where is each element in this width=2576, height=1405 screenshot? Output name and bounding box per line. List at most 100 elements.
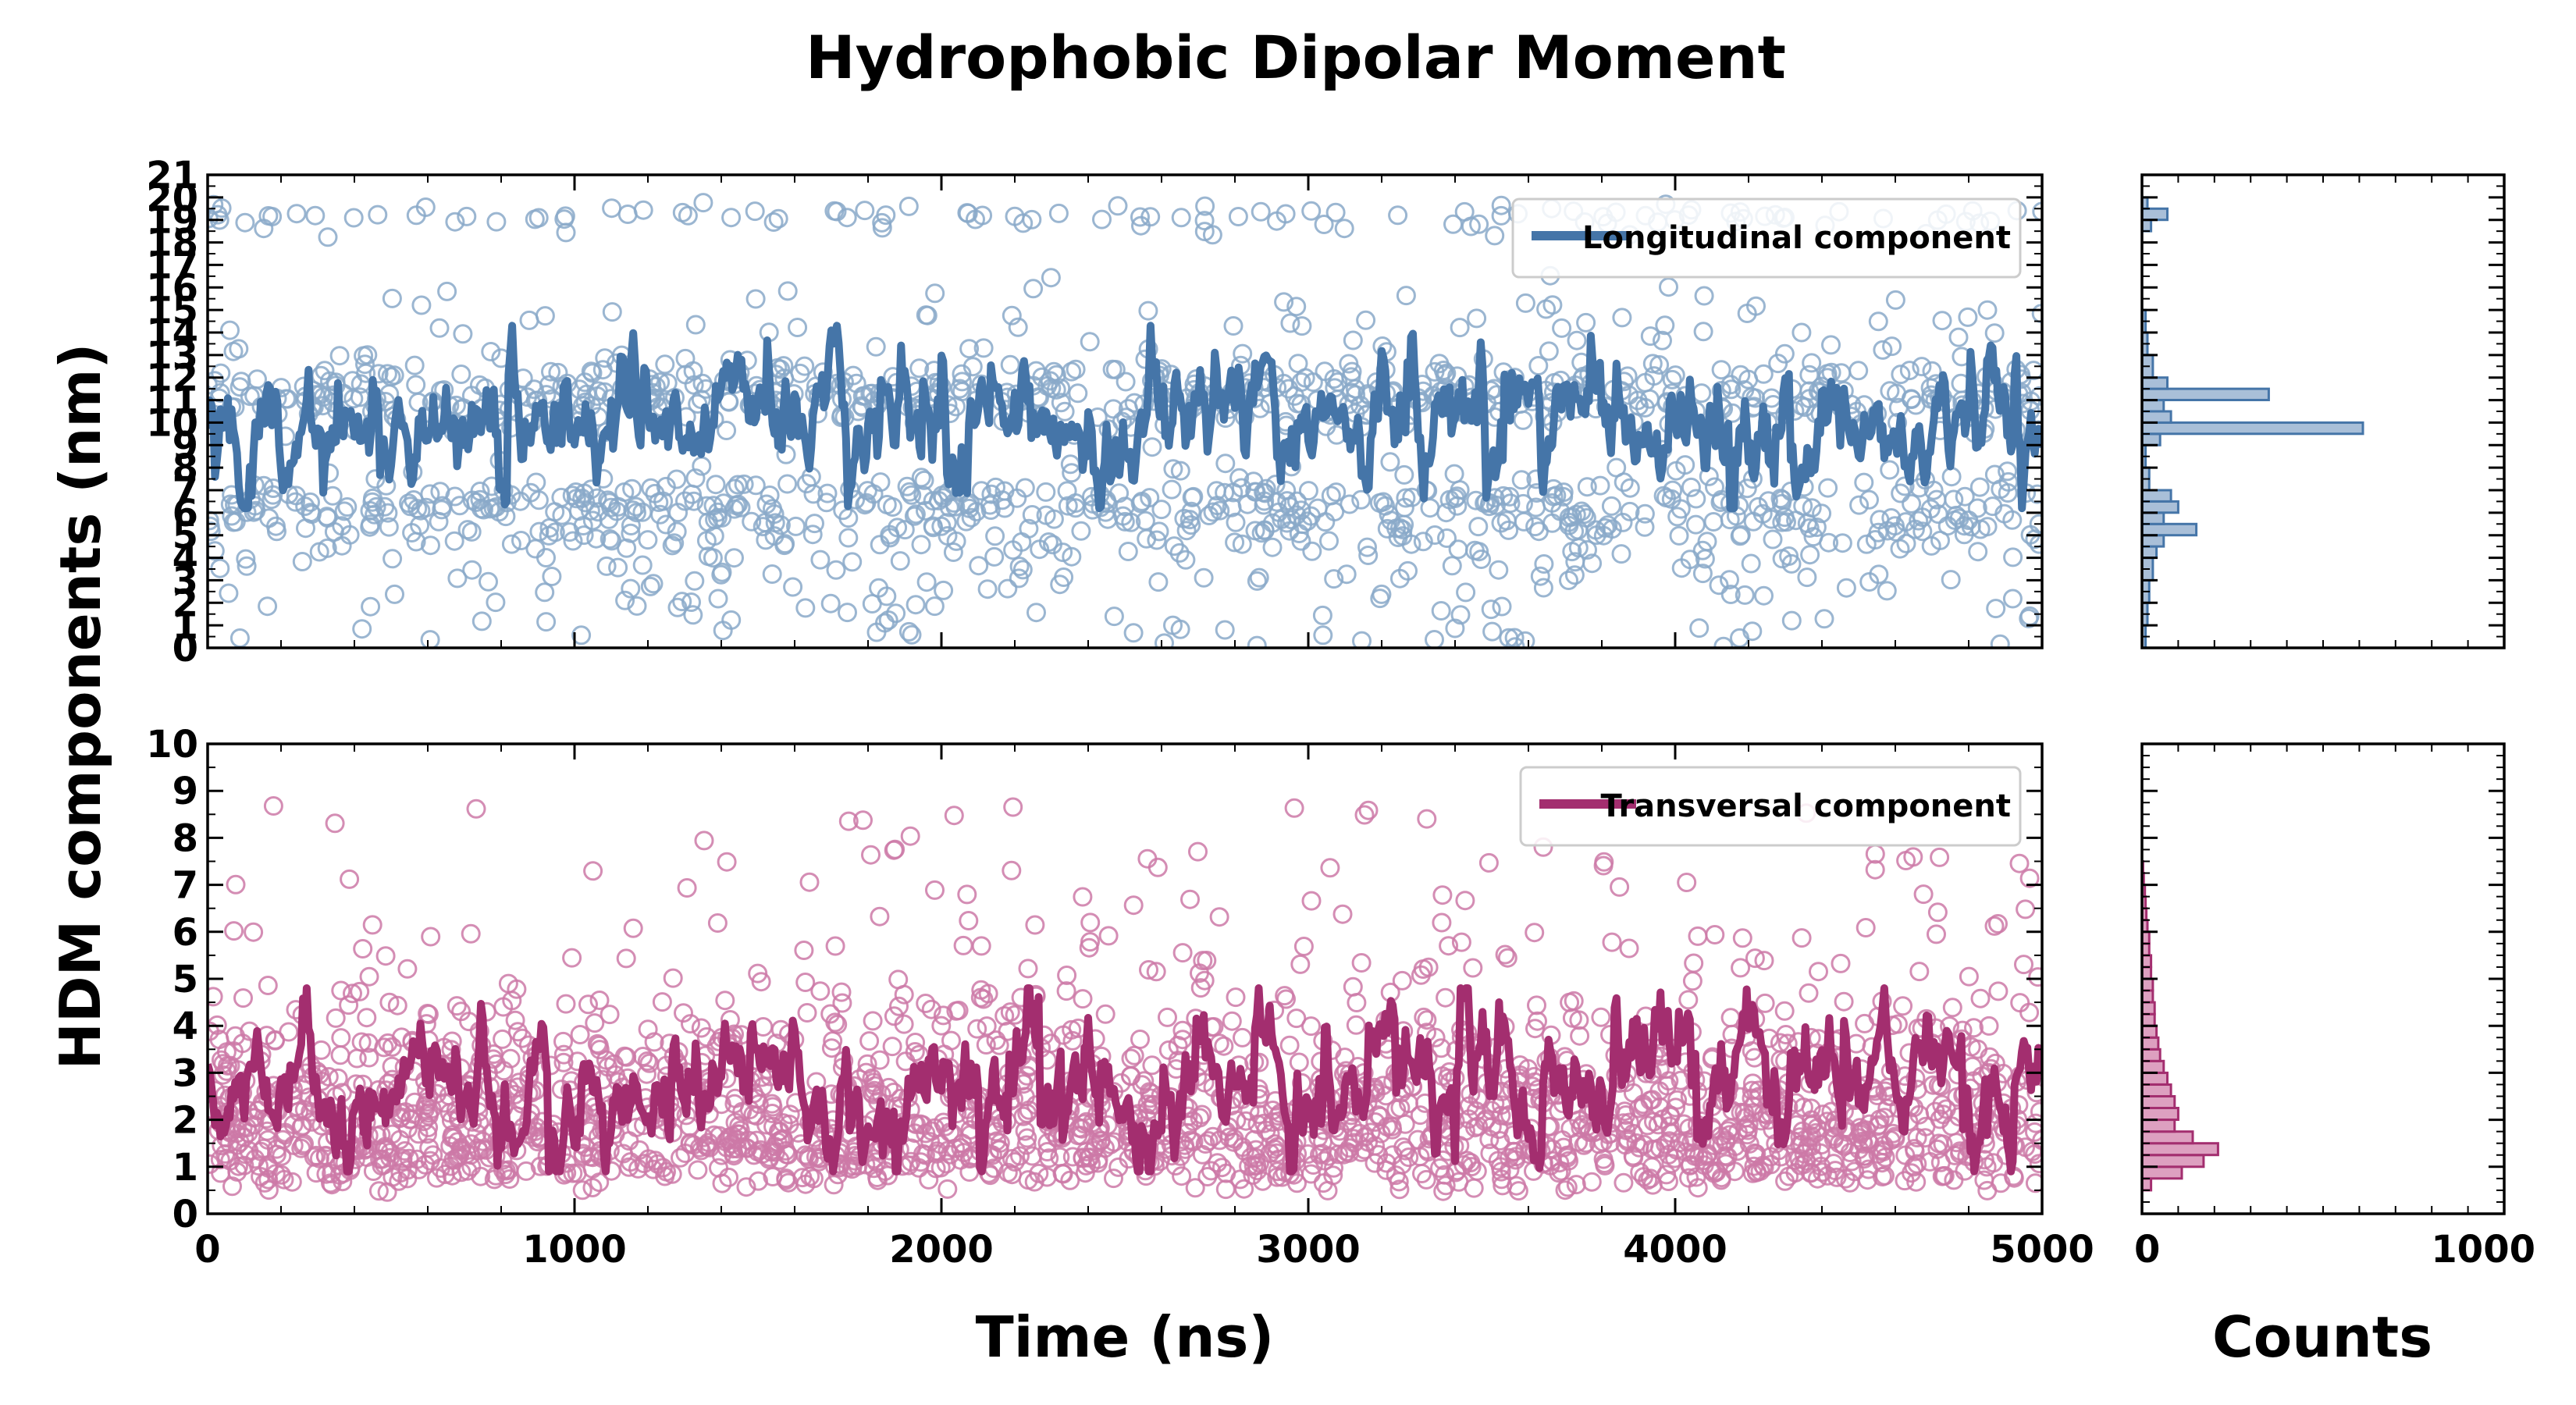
scatter-point-longitudinal xyxy=(842,552,863,572)
scatter-point-transversal xyxy=(1959,966,1979,987)
series-line-longitudinal xyxy=(208,322,2042,513)
scatter-point-longitudinal xyxy=(1066,359,1086,379)
scatter-point-longitudinal xyxy=(916,500,935,521)
scatter-point-transversal xyxy=(570,1025,590,1044)
scatter-point-longitudinal xyxy=(1429,354,1450,374)
scatter-point-longitudinal xyxy=(1705,477,1724,497)
scatter-point-transversal xyxy=(562,948,582,968)
scatter-point-longitudinal xyxy=(734,474,754,494)
scatter-point-transversal xyxy=(694,831,714,851)
scatter-point-longitudinal xyxy=(379,384,400,404)
scatter-point-longitudinal xyxy=(685,571,705,591)
scatter-point-longitudinal xyxy=(627,596,647,616)
scatter-point-transversal xyxy=(461,923,481,944)
scatter-point-longitudinal xyxy=(1244,471,1264,492)
scatter-point-transversal xyxy=(1301,1016,1321,1037)
scatter-point-longitudinal xyxy=(1012,560,1033,580)
scatter-point-longitudinal xyxy=(1223,316,1244,336)
scatter-point-longitudinal xyxy=(1401,534,1421,554)
scatter-point-longitudinal xyxy=(542,567,562,586)
scatter-point-longitudinal xyxy=(258,596,278,617)
scatter-point-longitudinal xyxy=(1492,596,1512,617)
scatter-point-transversal xyxy=(797,1003,817,1023)
scatter-point-longitudinal xyxy=(1055,401,1075,422)
scatter-point-longitudinal xyxy=(1468,517,1489,537)
scatter-point-longitudinal xyxy=(1162,479,1182,500)
scatter-point-transversal xyxy=(2025,1122,2042,1142)
scatter-point-longitudinal xyxy=(1781,610,1802,631)
y-tick-label-bottom: 7 xyxy=(173,864,198,908)
y-tick-label-top: 13 xyxy=(146,334,198,378)
scatter-point-longitudinal xyxy=(969,556,989,576)
scatter-point-longitudinal xyxy=(1195,196,1215,216)
scatter-point-longitudinal xyxy=(1902,389,1922,410)
scatter-point-transversal xyxy=(1382,1119,1403,1140)
scatter-point-longitudinal xyxy=(1693,322,1713,342)
scatter-point-longitudinal xyxy=(317,507,337,527)
scatter-point-longitudinal xyxy=(402,523,422,542)
scatter-point-longitudinal xyxy=(602,198,622,219)
scatter-point-longitudinal xyxy=(1761,509,1781,529)
scatter-point-longitudinal xyxy=(1370,589,1390,609)
scatter-point-longitudinal xyxy=(1443,214,1463,234)
scatter-point-longitudinal xyxy=(1325,202,1346,222)
scatter-point-longitudinal xyxy=(1868,311,1888,332)
scatter-point-longitudinal xyxy=(1932,311,1952,331)
scatter-point-longitudinal xyxy=(638,530,658,550)
scatter-point-longitudinal xyxy=(985,526,1005,546)
scatter-point-longitudinal xyxy=(1245,521,1265,541)
scatter-point-longitudinal xyxy=(1854,472,1874,493)
scatter-point-longitudinal xyxy=(1169,542,1190,563)
scatter-point-longitudinal xyxy=(2023,361,2042,381)
scatter-point-longitudinal xyxy=(309,542,329,562)
scatter-point-longitudinal xyxy=(621,578,641,599)
scatter-point-longitudinal xyxy=(1653,330,1672,350)
scatter-point-longitudinal xyxy=(1302,541,1322,561)
scatter-point-longitudinal xyxy=(1265,475,1286,495)
scatter-point-longitudinal xyxy=(870,535,890,555)
scatter-point-longitudinal xyxy=(470,489,490,510)
scatter-point-longitudinal xyxy=(946,531,966,551)
histogram-bar xyxy=(2140,1107,2179,1121)
scatter-point-longitudinal xyxy=(1526,497,1546,518)
y-tick-label-top: 6 xyxy=(173,492,198,535)
scatter-point-transversal xyxy=(679,1116,699,1136)
scatter-point-longitudinal xyxy=(1336,564,1357,585)
scatter-point-transversal xyxy=(359,1048,379,1068)
scatter-point-transversal xyxy=(1193,951,1213,971)
y-tick-label-bottom: 5 xyxy=(173,958,198,1001)
scatter-point-transversal xyxy=(1754,951,1774,971)
scatter-point-longitudinal xyxy=(786,516,806,536)
scatter-point-longitudinal xyxy=(994,498,1015,518)
scatter-point-longitudinal xyxy=(1998,461,2018,482)
scatter-point-longitudinal xyxy=(229,339,249,359)
scatter-point-transversal xyxy=(1279,1035,1300,1055)
scatter-point-longitudinal xyxy=(1123,623,1144,643)
scatter-point-longitudinal xyxy=(457,520,478,540)
scatter-point-transversal xyxy=(1123,895,1144,916)
scatter-point-longitudinal xyxy=(837,208,857,228)
scatter-point-longitudinal xyxy=(1450,318,1470,338)
scatter-point-transversal xyxy=(1831,953,1851,973)
scatter-point-longitudinal xyxy=(895,520,915,540)
scatter-point-longitudinal xyxy=(1009,568,1029,589)
scatter-point-longitudinal xyxy=(1247,635,1267,648)
scatter-point-longitudinal xyxy=(775,534,795,554)
scatter-point-longitudinal xyxy=(1848,361,1869,381)
scatter-point-longitudinal xyxy=(1496,510,1517,531)
scatter-point-longitudinal xyxy=(1210,500,1230,521)
scatter-point-longitudinal xyxy=(1481,599,1501,620)
scatter-point-transversal xyxy=(994,1006,1015,1026)
scatter-point-longitudinal xyxy=(1882,336,1902,357)
scatter-point-longitudinal xyxy=(1695,549,1715,569)
scatter-point-longitudinal xyxy=(877,586,897,606)
scatter-point-transversal xyxy=(1293,937,1314,956)
scatter-point-longitudinal xyxy=(1352,631,1372,648)
scatter-point-longitudinal xyxy=(361,596,381,617)
scatter-point-transversal xyxy=(330,1045,350,1065)
scatter-point-longitudinal xyxy=(1319,531,1339,551)
scatter-point-transversal xyxy=(1130,1030,1150,1049)
scatter-point-longitudinal xyxy=(237,556,257,576)
scatter-point-transversal xyxy=(325,813,345,834)
scatter-point-transversal xyxy=(1988,981,2008,1001)
